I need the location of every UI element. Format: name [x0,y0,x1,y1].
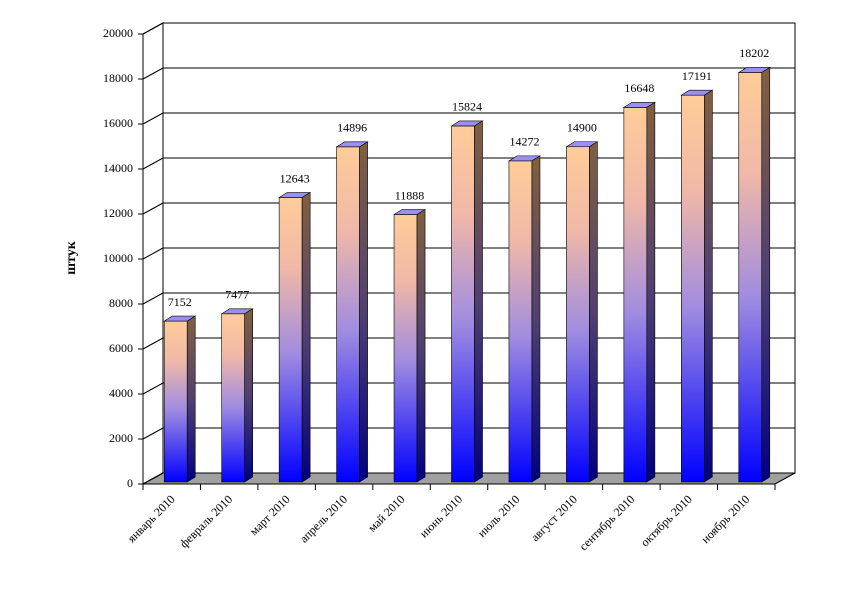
x-tick-label: ноябрь 2010 [698,492,752,546]
bar-side [301,191,311,483]
bar [508,160,533,483]
grid-line [142,472,164,485]
bar-side [474,120,483,483]
y-tick-label: 4000 [109,386,133,400]
y-tick-label: 14000 [103,161,133,175]
y-tick-label: 8000 [109,296,133,310]
bar [163,320,188,483]
bar [336,146,360,483]
value-label: 14272 [509,135,539,149]
x-tick-label: сентябрь 2010 [576,492,637,553]
bar-side [244,308,253,483]
x-tick-label: февраль 2010 [177,492,235,550]
grid-line [142,247,164,260]
bar [278,197,303,483]
bar [451,125,475,483]
bar-side [646,101,656,483]
grid-line [142,292,164,305]
y-axis-label: штук [64,240,79,275]
bar-side [531,155,541,483]
x-tick-label: август 2010 [528,492,580,544]
bar [681,94,705,483]
grid-line [142,67,164,80]
y-tick-label: 0 [127,476,133,490]
grid-line [142,337,164,350]
value-label: 11888 [395,188,425,202]
grid-line [142,157,164,170]
value-label: 16648 [624,81,654,95]
x-tick-label: апрель 2010 [297,492,350,545]
bar-side [359,141,368,483]
value-label: 7152 [168,295,192,309]
y-tick-label: 18000 [103,71,133,85]
y-tick-label: 6000 [109,341,133,355]
bar-side [589,141,598,483]
x-tick-label: июль 2010 [475,492,523,540]
y-tick-label: 12000 [103,206,133,220]
grid-line [142,112,164,125]
bar-side [704,89,713,483]
bar [738,72,763,483]
y-tick-label: 10000 [103,251,133,265]
x-tick-label: январь 2010 [125,492,178,545]
grid-line [142,22,164,35]
bar [566,146,590,483]
x-tick-label: май 2010 [365,492,408,535]
bar [623,107,648,483]
grid-line [142,382,164,395]
x-tick-label: октябрь 2010 [638,492,695,549]
bar [221,313,245,483]
bar-side [761,66,771,483]
grid-line [142,427,164,440]
bar [393,214,418,483]
bar-side [416,208,426,483]
bar-side [186,315,196,483]
grid-line [142,202,164,215]
value-label: 14900 [567,121,597,135]
value-label: 12643 [280,171,310,185]
x-tick-label: март 2010 [247,492,293,538]
value-label: 15824 [452,100,482,114]
y-tick-label: 20000 [103,26,133,40]
value-label: 14896 [337,121,367,135]
y-tick-label: 2000 [109,431,133,445]
value-label: 17191 [682,69,712,83]
value-label: 18202 [739,46,769,60]
x-tick-label: июнь 2010 [417,492,465,540]
y-tick-label: 16000 [103,116,133,130]
value-label: 7477 [225,288,249,302]
